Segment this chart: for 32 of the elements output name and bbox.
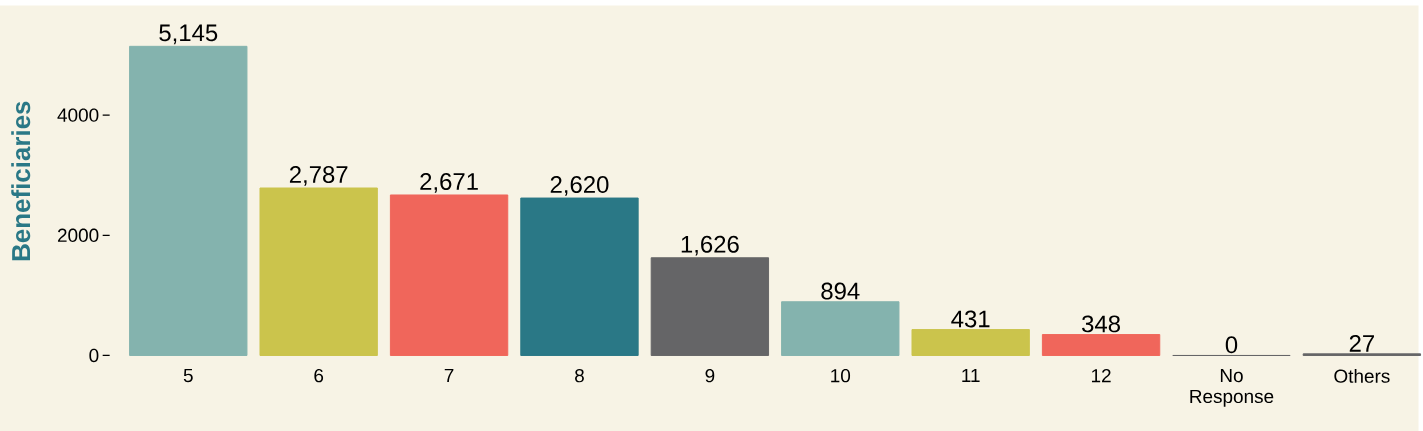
bar [520,197,639,356]
x-tick-label: 6 [314,368,324,383]
y-tick-label: 0 [89,348,99,363]
x-tick-label: 9 [705,368,715,383]
data-label: 348 [1082,315,1120,333]
y-tick-label: 4000 [57,108,99,122]
x-tick-label: 10 [831,368,851,383]
bar [911,328,1030,356]
data-label: 2,620 [550,175,609,196]
bar [259,187,378,356]
y-axis-title: Beneficiaries [11,101,31,261]
x-tick-label: 5 [183,368,193,383]
bar [650,257,770,356]
data-label: 0 [1225,336,1238,354]
x-tick-label: 7 [444,368,454,382]
bar [1041,333,1161,356]
x-tick-label: 12 [1091,368,1111,383]
bar [781,301,900,356]
data-label: 894 [821,282,860,300]
x-tick-label: No Response [1190,368,1274,407]
y-tick-label: 2000 [57,228,99,242]
x-tick-label: 8 [575,368,584,383]
bar [129,45,248,356]
data-label: 2,787 [289,165,348,186]
bar [389,194,509,356]
x-tick-label: 11 [962,368,980,382]
data-label: 431 [951,310,990,328]
data-label: 5,145 [159,24,218,45]
x-tick-label: Others [1334,368,1390,383]
data-label: 27 [1349,334,1374,352]
data-label: 1,626 [681,235,739,256]
data-label: 2,671 [420,172,478,193]
